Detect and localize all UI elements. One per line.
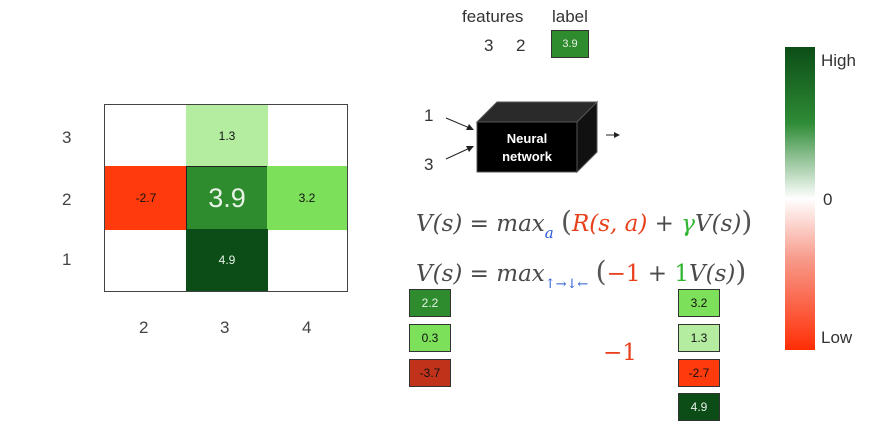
step-reward: −1 [603,340,637,366]
network-label-line1: Neural [506,131,548,146]
neural-network-diagram [445,100,620,174]
right-value-chip-1: 3.2 [678,289,720,317]
left-value-chip-2: 0.3 [409,324,451,352]
grid-cell-r1-c3: 4.9 [186,229,268,291]
eq1-subscript: a [544,224,554,242]
gridworld-equation: V(s) = max↑→↓← (−1 + 1V(s)) [416,255,747,292]
right-value-chip-3: -2.7 [678,359,720,387]
row-label-2: 2 [62,190,72,209]
grid-cell-r2-c2: -2.7 [105,166,187,230]
colorbar-high-label: High [821,51,856,70]
row-label-3: 3 [62,128,72,147]
colorbar [785,47,815,350]
eq2-open-paren: ( [595,255,607,288]
network-input-top: 1 [424,106,434,125]
eq2-gamma: 1 [674,261,690,287]
label-value-chip: 3.9 [551,30,589,58]
network-label-line2: network [502,149,552,164]
eq2-plus: + [647,261,668,287]
eq1-close-paren: ) [741,205,753,238]
features-header: features [462,7,524,26]
col-label-2: 2 [139,318,149,337]
eq1-open-paren: ( [561,205,572,238]
grid-cell-r2-c3: 3.9 [186,166,268,230]
col-label-4: 4 [302,318,312,337]
eq1-plus: + [654,211,674,237]
right-value-chip-4: 4.9 [678,393,720,421]
eq2-lhs: V(s) = max [416,261,545,287]
feature-value-1: 3 [484,36,494,55]
label-header: label [552,7,588,26]
eq1-value: V(s) [695,211,742,237]
colorbar-zero-label: 0 [823,190,833,209]
eq2-reward: −1 [606,261,641,287]
eq2-close-paren: ) [735,255,747,288]
row-label-1: 1 [62,250,72,269]
right-value-chip-2: 1.3 [678,324,720,352]
left-value-chip-1: 2.2 [409,289,451,317]
colorbar-low-label: Low [821,328,853,347]
eq1-reward: R(s, a) [571,211,648,237]
grid-cell-r2-c4: 3.2 [267,166,347,230]
eq2-subscript: ↑→↓← [544,277,589,292]
bellman-equation: V(s) = maxa (R(s, a) + γV(s)) [416,205,753,242]
left-value-chip-3: -3.7 [409,359,451,387]
feature-value-2: 2 [516,36,526,55]
eq1-lhs: V(s) = max [416,211,545,237]
network-input-bottom: 3 [424,155,434,174]
eq1-gamma: γ [681,211,696,237]
grid-world: 1.3 -2.7 3.9 3.2 4.9 [104,104,348,292]
grid-cell-r3-c3: 1.3 [186,105,268,167]
eq2-value: V(s) [689,261,736,287]
col-label-3: 3 [220,318,230,337]
